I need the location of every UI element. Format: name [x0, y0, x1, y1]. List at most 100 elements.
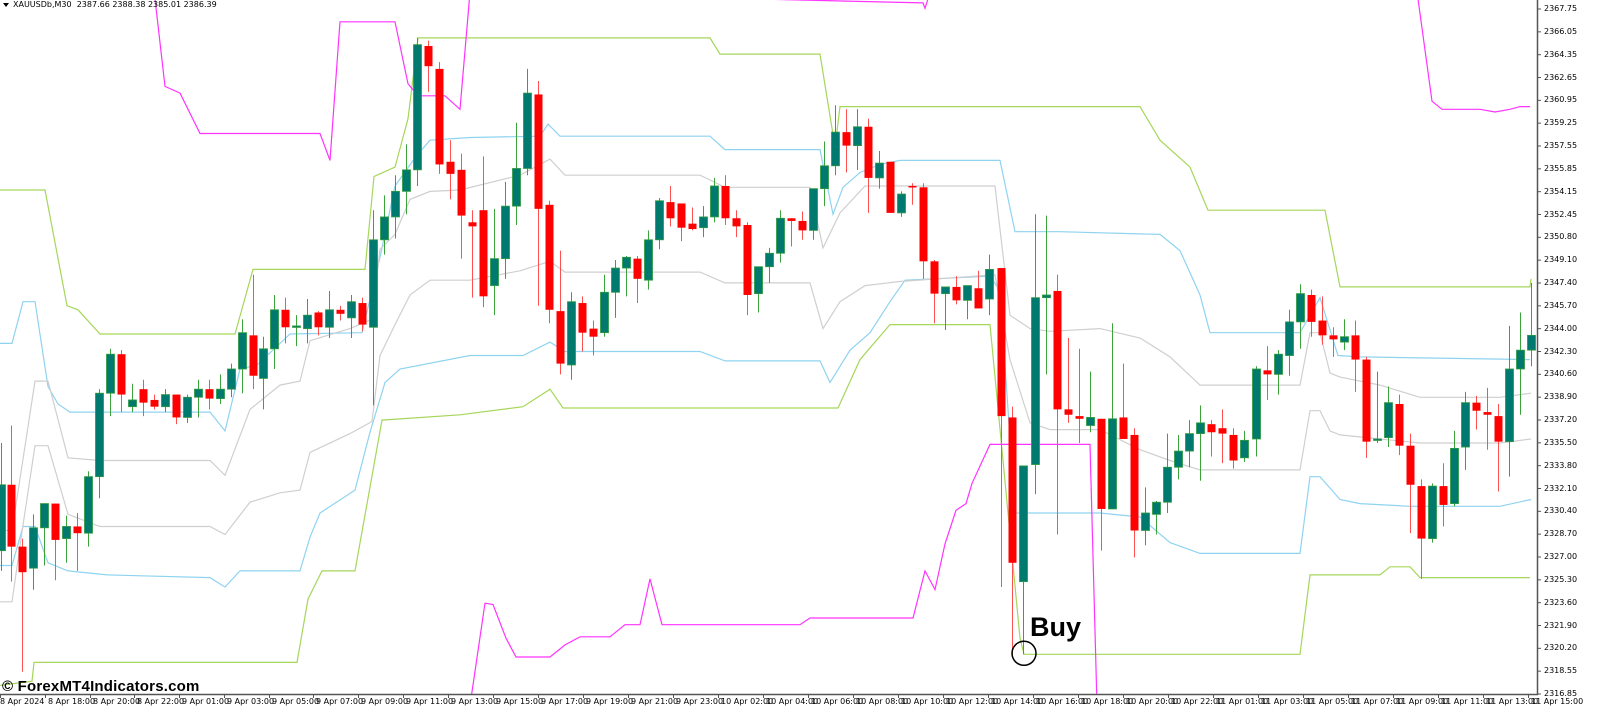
candle [776, 210, 785, 263]
time-tick-label: 11 Apr 07:00 [1351, 697, 1404, 706]
time-tick-label: 10 Apr 06:00 [811, 697, 864, 706]
candle [1119, 363, 1128, 439]
candle [1141, 487, 1150, 546]
candle [732, 210, 741, 238]
candle [1362, 356, 1371, 458]
candle [1163, 433, 1172, 513]
candle [721, 175, 730, 225]
candle [1240, 430, 1249, 462]
candle [820, 141, 829, 207]
ohlc-values: 2387.66 2388.38 2385.01 2386.39 [76, 0, 217, 9]
buy-signal-circle-icon [1011, 640, 1037, 667]
candle [1252, 366, 1261, 457]
time-tick-label: 9 Apr 19:00 [586, 697, 634, 706]
candle [490, 208, 499, 316]
candle [633, 255, 642, 304]
price-tick-label: 2320.20 [1544, 643, 1578, 653]
price-tick-label: 2360.95 [1544, 95, 1578, 105]
candle [73, 512, 82, 571]
time-tick-label: 10 Apr 22:00 [1171, 697, 1224, 706]
candlesticks [0, 37, 1536, 672]
candle [51, 503, 60, 581]
candle [1053, 274, 1062, 535]
candle [1384, 386, 1393, 448]
time-tick-label: 9 Apr 03:00 [227, 697, 275, 706]
candle [688, 207, 697, 231]
candle [501, 181, 510, 279]
candle [7, 425, 16, 582]
candle [655, 198, 664, 250]
candle [997, 268, 1006, 588]
candle [1472, 395, 1481, 430]
time-tick-label: 9 Apr 13:00 [451, 697, 499, 706]
candle [622, 255, 631, 297]
price-tick-label: 2342.30 [1544, 346, 1578, 356]
candle [1285, 309, 1294, 376]
candle [578, 296, 587, 352]
time-tick-label: 8 Apr 20:00 [93, 697, 141, 706]
candle [1516, 312, 1525, 415]
line-magenta [154, 0, 929, 161]
candle [1207, 420, 1216, 457]
candle [227, 363, 236, 398]
candle [1428, 483, 1437, 543]
price-tick-label: 2344.00 [1544, 323, 1578, 333]
price-tick-label: 2349.10 [1544, 255, 1578, 265]
candle [468, 210, 477, 298]
candle [95, 389, 104, 499]
candle [1064, 338, 1073, 423]
candle [1097, 418, 1106, 551]
price-tick-label: 2350.80 [1544, 232, 1578, 242]
time-tick-label: 11 Apr 05:00 [1306, 697, 1359, 706]
price-tick-label: 2364.35 [1544, 49, 1578, 59]
time-tick-label: 10 Apr 18:00 [1081, 697, 1134, 706]
candle [1229, 428, 1238, 469]
price-tick-label: 2359.25 [1544, 118, 1578, 128]
candle [853, 109, 862, 170]
time-tick-label: 11 Apr 01:00 [1216, 697, 1269, 706]
symbol-header: XAUUSDb,M30 2387.66 2388.38 2385.01 2386… [3, 0, 217, 10]
candle [1274, 350, 1283, 395]
candle [369, 210, 378, 406]
candle [62, 515, 71, 563]
candle [303, 299, 312, 344]
candle [391, 175, 400, 239]
candle [1373, 371, 1382, 444]
price-tick-label: 2328.70 [1544, 529, 1578, 539]
candle [479, 156, 488, 308]
candle [1439, 463, 1448, 527]
candle [402, 144, 411, 215]
time-tick-label: 9 Apr 15:00 [496, 697, 544, 706]
candle [567, 292, 576, 380]
time-tick-label: 11 Apr 03:00 [1261, 697, 1314, 706]
candle [710, 177, 719, 223]
candle [183, 394, 192, 423]
dropdown-triangle-icon[interactable] [3, 2, 9, 7]
line-outer_upper [0, 37, 1532, 335]
price-tick-label: 2366.05 [1544, 26, 1578, 36]
candle [413, 37, 422, 186]
candle [930, 259, 939, 324]
price-tick-label: 2337.20 [1544, 415, 1578, 424]
time-tick-label: 8 Apr 2024 [0, 697, 45, 706]
candle [380, 195, 389, 255]
time-tick-label: 10 Apr 14:00 [991, 697, 1044, 706]
candle [512, 122, 521, 225]
price-tick-label: 2345.70 [1544, 300, 1578, 310]
candle [249, 274, 258, 390]
candle [644, 230, 653, 290]
candle [150, 394, 159, 410]
candle [457, 153, 466, 259]
candle [908, 183, 917, 205]
candle [589, 320, 598, 356]
price-tick-label: 2330.40 [1544, 506, 1578, 516]
candle [292, 315, 301, 347]
price-tick-label: 2318.55 [1544, 666, 1578, 676]
candle [29, 514, 38, 590]
time-tick-label: 10 Apr 16:00 [1036, 697, 1089, 706]
candle [754, 266, 763, 313]
time-tick-label: 9 Apr 21:00 [631, 697, 679, 706]
watermark: © ForexMT4Indicators.com [2, 678, 200, 695]
